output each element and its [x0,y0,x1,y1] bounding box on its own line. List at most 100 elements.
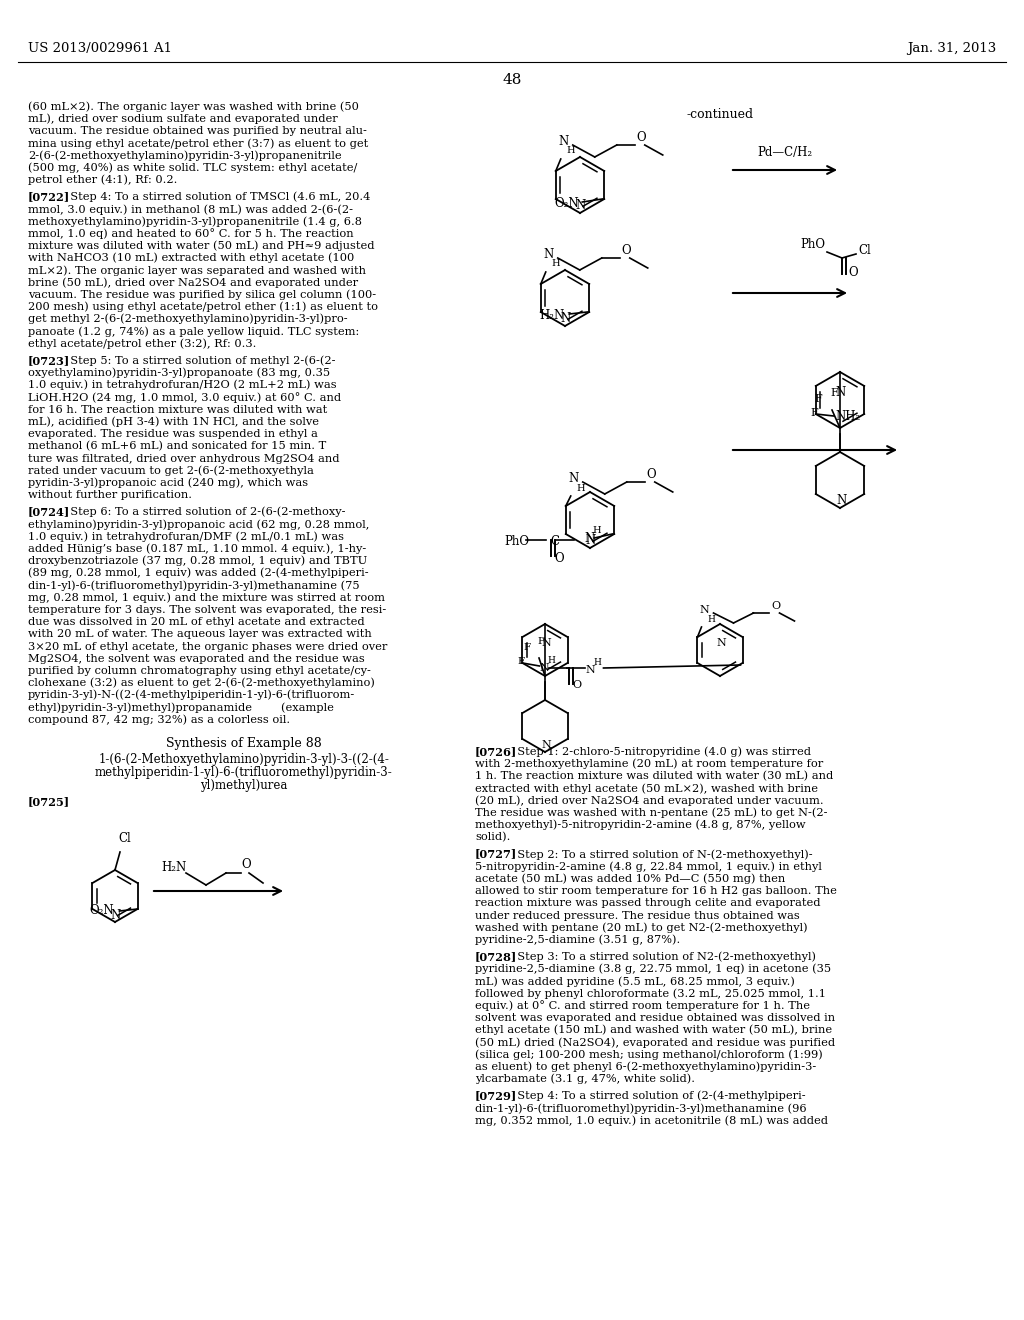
Text: followed by phenyl chloroformate (3.2 mL, 25.025 mmol, 1.1: followed by phenyl chloroformate (3.2 mL… [475,989,826,999]
Text: mmol, 1.0 eq) and heated to 60° C. for 5 h. The reaction: mmol, 1.0 eq) and heated to 60° C. for 5… [28,228,353,239]
Text: mg, 0.28 mmol, 1 equiv.) and the mixture was stirred at room: mg, 0.28 mmol, 1 equiv.) and the mixture… [28,593,385,603]
Text: O: O [848,267,858,279]
Text: H: H [548,656,555,665]
Text: F: F [517,657,524,667]
Text: [0726]: [0726] [475,746,517,756]
Text: F: F [830,388,838,399]
Text: ylcarbamate (3.1 g, 47%, white solid).: ylcarbamate (3.1 g, 47%, white solid). [475,1073,695,1084]
Text: -continued: -continued [686,108,754,121]
Text: din-1-yl)-6-(trifluoromethyl)pyridin-3-yl)methanamine (75: din-1-yl)-6-(trifluoromethyl)pyridin-3-y… [28,579,359,590]
Text: clohexane (3:2) as eluent to get 2-(6-(2-methoxyethylamino): clohexane (3:2) as eluent to get 2-(6-(2… [28,677,375,688]
Text: compound 87, 42 mg; 32%) as a colorless oil.: compound 87, 42 mg; 32%) as a colorless … [28,714,290,725]
Text: allowed to stir room temperature for 16 h H2 gas balloon. The: allowed to stir room temperature for 16 … [475,886,837,896]
Text: reaction mixture was passed through celite and evaporated: reaction mixture was passed through celi… [475,899,820,908]
Text: added Hünig’s base (0.187 mL, 1.10 mmol. 4 equiv.), 1-hy-: added Hünig’s base (0.187 mL, 1.10 mmol.… [28,544,367,554]
Text: pyridine-2,5-diamine (3.8 g, 22.75 mmol, 1 eq) in acetone (35: pyridine-2,5-diamine (3.8 g, 22.75 mmol,… [475,964,831,974]
Text: ethylamino)pyridin-3-yl)propanoic acid (62 mg, 0.28 mmol,: ethylamino)pyridin-3-yl)propanoic acid (… [28,519,370,529]
Text: O: O [647,469,656,480]
Text: petrol ether (4:1), Rf: 0.2.: petrol ether (4:1), Rf: 0.2. [28,174,177,185]
Text: methylpiperidin-1-yl)-6-(trifluoromethyl)pyridin-3-: methylpiperidin-1-yl)-6-(trifluoromethyl… [95,766,393,779]
Text: methoxyethylamino)pyridin-3-yl)propanenitrile (1.4 g, 6.8: methoxyethylamino)pyridin-3-yl)propaneni… [28,216,362,227]
Text: O: O [241,858,251,871]
Text: get methyl 2-(6-(2-methoxyethylamino)pyridin-3-yl)pro-: get methyl 2-(6-(2-methoxyethylamino)pyr… [28,314,347,325]
Text: N: N [560,312,570,325]
Text: F: F [537,638,544,645]
Text: mL×2). The organic layer was separated and washed with: mL×2). The organic layer was separated a… [28,265,366,276]
Text: LiOH.H2O (24 mg, 1.0 mmol, 3.0 equiv.) at 60° C. and: LiOH.H2O (24 mg, 1.0 mmol, 3.0 equiv.) a… [28,392,341,403]
Text: Pd—C/H₂: Pd—C/H₂ [758,147,813,158]
Text: N: N [586,665,595,675]
Text: methanol (6 mL+6 mL) and sonicated for 15 min. T: methanol (6 mL+6 mL) and sonicated for 1… [28,441,327,451]
Text: [0722]: [0722] [28,191,71,202]
Text: H: H [552,259,560,268]
Text: N: N [836,494,846,507]
Text: O: O [637,131,646,144]
Text: F: F [814,393,821,404]
Text: H: H [708,615,716,624]
Text: with 20 mL of water. The aqueous layer was extracted with: with 20 mL of water. The aqueous layer w… [28,630,372,639]
Text: N: N [835,385,845,399]
Text: ture was filtrated, dried over anhydrous Mg2SO4 and: ture was filtrated, dried over anhydrous… [28,454,340,463]
Text: 2-(6-(2-methoxyethylamino)pyridin-3-yl)propanenitrile: 2-(6-(2-methoxyethylamino)pyridin-3-yl)p… [28,150,342,161]
Text: oxyethylamino)pyridin-3-yl)propanoate (83 mg, 0.35: oxyethylamino)pyridin-3-yl)propanoate (8… [28,368,330,379]
Text: N: N [541,741,551,750]
Text: 1.0 equiv.) in tetrahydrofuran/H2O (2 mL+2 mL) was: 1.0 equiv.) in tetrahydrofuran/H2O (2 mL… [28,380,337,391]
Text: N: N [699,605,710,615]
Text: N: N [541,638,551,648]
Text: Mg2SO4, the solvent was evaporated and the residue was: Mg2SO4, the solvent was evaporated and t… [28,653,365,664]
Text: N: N [540,663,549,673]
Text: under reduced pressure. The residue thus obtained was: under reduced pressure. The residue thus… [475,911,800,920]
Text: H₂N: H₂N [161,861,186,874]
Text: vacuum. The residue was purified by silica gel column (100-: vacuum. The residue was purified by sili… [28,289,376,300]
Text: droxybenzotriazole (37 mg, 0.28 mmol, 1 equiv) and TBTU: droxybenzotriazole (37 mg, 0.28 mmol, 1 … [28,556,368,566]
Text: NH₂: NH₂ [836,411,861,422]
Text: H₂N: H₂N [540,309,564,322]
Text: N: N [544,248,554,261]
Text: Jan. 31, 2013: Jan. 31, 2013 [906,42,996,55]
Text: H: H [592,525,601,535]
Text: N: N [585,535,595,546]
Text: The residue was washed with n-pentane (25 mL) to get N-(2-: The residue was washed with n-pentane (2… [475,808,827,818]
Text: [0728]: [0728] [475,952,517,962]
Text: C: C [550,535,559,548]
Text: mixture was diluted with water (50 mL) and PH≈9 adjusted: mixture was diluted with water (50 mL) a… [28,240,375,251]
Text: due was dissolved in 20 mL of ethyl acetate and extracted: due was dissolved in 20 mL of ethyl acet… [28,618,365,627]
Text: pyridin-3-yl)propanoic acid (240 mg), which was: pyridin-3-yl)propanoic acid (240 mg), wh… [28,478,308,488]
Text: 200 mesh) using ethyl acetate/petrol ether (1:1) as eluent to: 200 mesh) using ethyl acetate/petrol eth… [28,302,378,313]
Text: equiv.) at 0° C. and stirred room temperature for 1 h. The: equiv.) at 0° C. and stirred room temper… [475,1001,810,1011]
Text: Step 3: To a stirred solution of N2-(2-methoxyethyl): Step 3: To a stirred solution of N2-(2-m… [510,952,815,962]
Text: O: O [622,244,632,257]
Text: O₂N: O₂N [554,197,579,210]
Text: mg, 0.352 mmol, 1.0 equiv.) in acetonitrile (8 mL) was added: mg, 0.352 mmol, 1.0 equiv.) in acetonitr… [475,1115,828,1126]
Text: rated under vacuum to get 2-(6-(2-methoxyethyla: rated under vacuum to get 2-(6-(2-methox… [28,465,314,475]
Text: Synthesis of Example 88: Synthesis of Example 88 [166,737,322,750]
Text: O: O [771,601,780,611]
Text: 1-(6-(2-Methoxyethylamino)pyridin-3-yl)-3-((2-(4-: 1-(6-(2-Methoxyethylamino)pyridin-3-yl)-… [98,752,389,766]
Text: mL), acidified (pH 3-4) with 1N HCl, and the solve: mL), acidified (pH 3-4) with 1N HCl, and… [28,416,319,426]
Text: (20 mL), dried over Na2SO4 and evaporated under vacuum.: (20 mL), dried over Na2SO4 and evaporate… [475,795,823,805]
Text: brine (50 mL), dried over Na2SO4 and evaporated under: brine (50 mL), dried over Na2SO4 and eva… [28,277,358,288]
Text: ethyl acetate/petrol ether (3:2), Rf: 0.3.: ethyl acetate/petrol ether (3:2), Rf: 0.… [28,338,256,348]
Text: purified by column chromatography using ethyl acetate/cy-: purified by column chromatography using … [28,667,371,676]
Text: solid).: solid). [475,832,510,842]
Text: N: N [110,909,120,921]
Text: 48: 48 [503,73,521,87]
Text: [0724]: [0724] [28,507,71,517]
Text: panoate (1.2 g, 74%) as a pale yellow liquid. TLC system:: panoate (1.2 g, 74%) as a pale yellow li… [28,326,359,337]
Text: 3×20 mL of ethyl acetate, the organic phases were dried over: 3×20 mL of ethyl acetate, the organic ph… [28,642,387,652]
Text: O: O [572,680,582,690]
Text: Step 2: To a stirred solution of N-(2-methoxyethyl)-: Step 2: To a stirred solution of N-(2-me… [510,849,812,859]
Text: din-1-yl)-6-(trifluoromethyl)pyridin-3-yl)methanamine (96: din-1-yl)-6-(trifluoromethyl)pyridin-3-y… [475,1104,807,1114]
Text: (500 mg, 40%) as white solid. TLC system: ethyl acetate/: (500 mg, 40%) as white solid. TLC system… [28,162,357,173]
Text: O: O [554,552,564,565]
Text: ethyl)pyridin-3-yl)methyl)propanamide        (example: ethyl)pyridin-3-yl)methyl)propanamide (e… [28,702,334,713]
Text: with 2-methoxyethylamine (20 mL) at room temperature for: with 2-methoxyethylamine (20 mL) at room… [475,759,823,770]
Text: (silica gel; 100-200 mesh; using methanol/chloroform (1:99): (silica gel; 100-200 mesh; using methano… [475,1049,822,1060]
Text: pyridin-3-yl)-N-((2-(4-methylpiperidin-1-yl)-6-(trifluorom-: pyridin-3-yl)-N-((2-(4-methylpiperidin-1… [28,690,355,701]
Text: US 2013/0029961 A1: US 2013/0029961 A1 [28,42,172,55]
Text: N: N [575,199,586,213]
Text: with NaHCO3 (10 mL) extracted with ethyl acetate (100: with NaHCO3 (10 mL) extracted with ethyl… [28,253,354,264]
Text: PhO: PhO [800,238,825,251]
Text: mL), dried over sodium sulfate and evaporated under: mL), dried over sodium sulfate and evapo… [28,114,338,124]
Text: [0723]: [0723] [28,355,71,366]
